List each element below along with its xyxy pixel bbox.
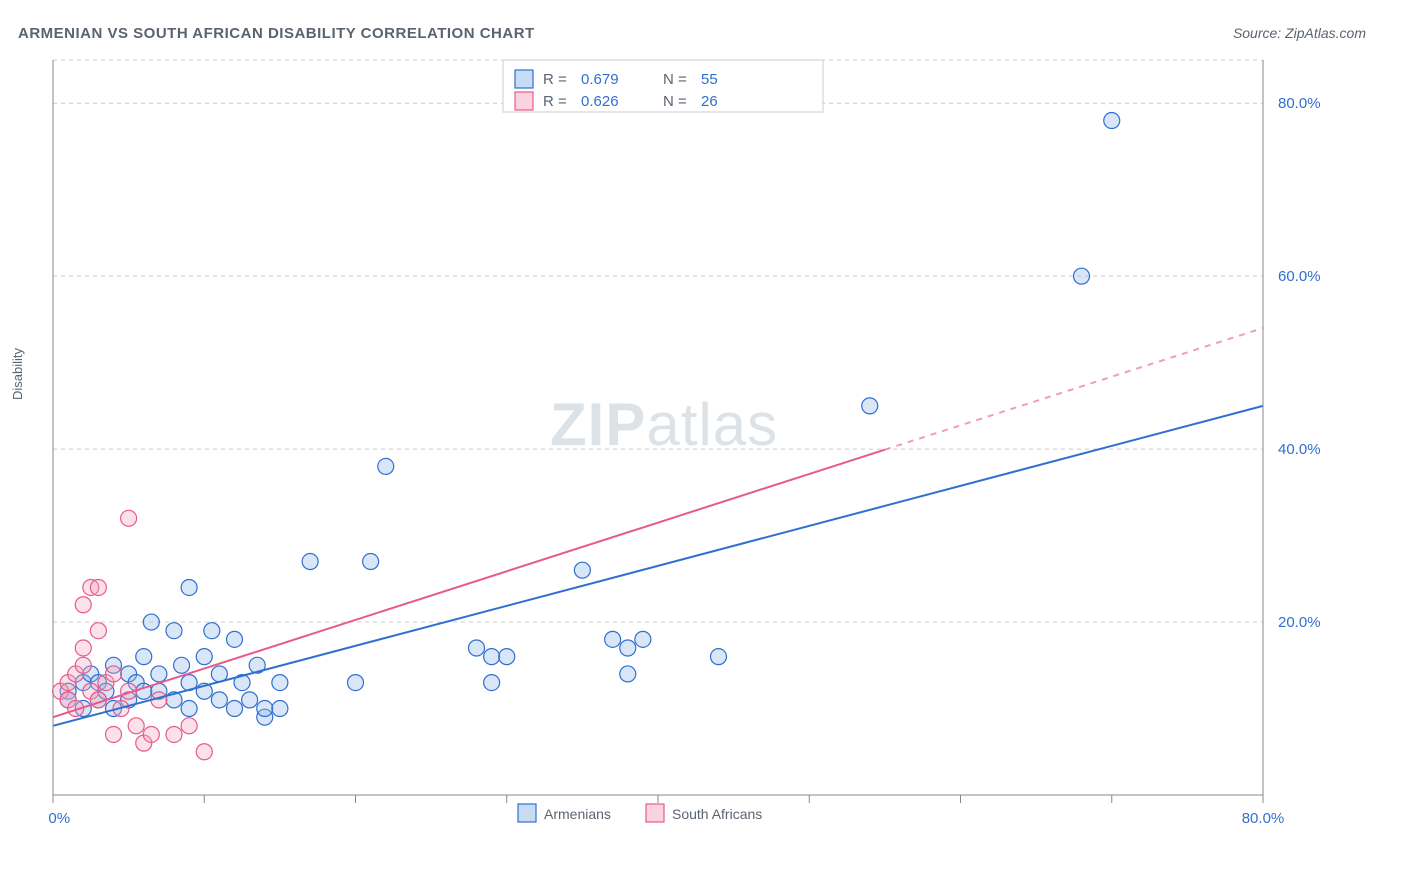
data-point: [862, 398, 878, 414]
legend-r-value: 0.679: [581, 71, 619, 88]
legend-swatch: [515, 92, 533, 110]
data-point: [75, 657, 91, 673]
data-point: [128, 718, 144, 734]
x-tick-label: 80.0%: [1242, 810, 1285, 827]
data-point: [166, 726, 182, 742]
data-point: [363, 554, 379, 570]
legend-r-label: R =: [543, 93, 567, 110]
data-point: [143, 614, 159, 630]
data-point: [1104, 113, 1120, 129]
data-point: [227, 631, 243, 647]
legend-bottom-label: Armenians: [544, 806, 611, 822]
data-point: [151, 666, 167, 682]
y-tick-label: 80.0%: [1278, 95, 1321, 112]
data-point: [257, 701, 273, 717]
data-point: [378, 458, 394, 474]
data-point: [75, 640, 91, 656]
legend-n-value: 26: [701, 93, 718, 110]
legend-r-label: R =: [543, 71, 567, 88]
data-point: [174, 657, 190, 673]
data-point: [242, 692, 258, 708]
data-point: [302, 554, 318, 570]
data-point: [620, 640, 636, 656]
legend-bottom-swatch: [646, 804, 664, 822]
source-attribution: Source: ZipAtlas.com: [1233, 25, 1366, 41]
data-point: [204, 623, 220, 639]
data-point: [121, 510, 137, 526]
chart-area: 0.0% 80.0% 20.0% 40.0% 60.0% 80.0% R = 0.679 N =…: [48, 55, 1348, 835]
data-point: [181, 579, 197, 595]
data-point: [166, 623, 182, 639]
trend-line-dashed: [885, 328, 1263, 450]
legend-bottom-swatch: [518, 804, 536, 822]
data-point: [196, 649, 212, 665]
trend-line: [53, 450, 885, 718]
data-point: [605, 631, 621, 647]
y-tick-label: 60.0%: [1278, 268, 1321, 285]
y-tick-label: 40.0%: [1278, 441, 1321, 458]
chart-title: ARMENIAN VS SOUTH AFRICAN DISABILITY COR…: [18, 25, 535, 42]
data-point: [635, 631, 651, 647]
y-tick-label: 20.0%: [1278, 614, 1321, 631]
legend-r-value: 0.626: [581, 93, 619, 110]
legend-n-label: N =: [663, 93, 687, 110]
data-point: [227, 701, 243, 717]
data-point: [90, 623, 106, 639]
data-point: [1074, 268, 1090, 284]
data-point: [574, 562, 590, 578]
data-point: [469, 640, 485, 656]
data-point: [181, 718, 197, 734]
legend-n-label: N =: [663, 71, 687, 88]
data-point: [90, 579, 106, 595]
x-tick-label: 0.0%: [48, 810, 70, 827]
data-point: [272, 701, 288, 717]
data-point: [136, 649, 152, 665]
y-axis-label: Disability: [10, 348, 25, 400]
data-point: [181, 701, 197, 717]
trend-line: [53, 406, 1263, 726]
scatter-plot: 0.0% 80.0% 20.0% 40.0% 60.0% 80.0% R = 0.679 N =…: [48, 55, 1348, 835]
data-point: [75, 597, 91, 613]
data-point: [272, 675, 288, 691]
data-point: [499, 649, 515, 665]
data-point: [196, 744, 212, 760]
legend-n-value: 55: [701, 71, 718, 88]
data-point: [143, 726, 159, 742]
data-point: [711, 649, 727, 665]
data-point: [348, 675, 364, 691]
data-point: [211, 692, 227, 708]
legend-swatch: [515, 70, 533, 88]
legend-bottom-label: South Africans: [672, 806, 762, 822]
data-point: [106, 726, 122, 742]
data-point: [620, 666, 636, 682]
data-point: [484, 649, 500, 665]
data-point: [484, 675, 500, 691]
data-point: [106, 666, 122, 682]
